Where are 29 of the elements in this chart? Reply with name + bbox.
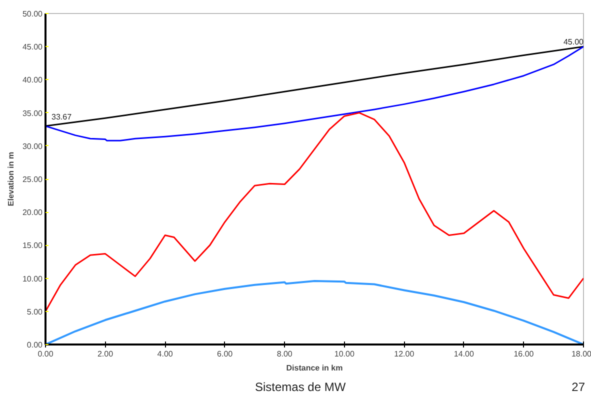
line-series bbox=[46, 46, 584, 142]
text: Sistemas de MW bbox=[255, 379, 346, 396]
y-tick-label: 45.00 bbox=[22, 42, 44, 52]
x-tick-label: 16.00 bbox=[514, 350, 534, 358]
x-tick-label: 12.00 bbox=[394, 350, 415, 358]
text: 27 bbox=[572, 379, 585, 396]
annotation: 45.00 bbox=[563, 38, 584, 47]
annotation: 33.67 bbox=[52, 112, 72, 122]
y-tick-label: 35.00 bbox=[22, 108, 44, 118]
y-tick-label: 10.00 bbox=[22, 274, 44, 284]
x-tick-label: 6.00 bbox=[217, 350, 234, 358]
y-tick-label: 5.00 bbox=[26, 307, 44, 316]
y-tick-label: 50.00 bbox=[22, 10, 44, 18]
y-tick-label: 30.00 bbox=[22, 142, 44, 151]
y-tick-label: 25.00 bbox=[22, 175, 44, 184]
x-axis-title: Distance in km bbox=[286, 364, 343, 372]
x-tick-label: 8.00 bbox=[276, 350, 293, 358]
x-tick-label: 4.00 bbox=[157, 350, 174, 358]
line-series bbox=[46, 112, 584, 312]
y-axis-title: Elevation in m bbox=[6, 152, 16, 206]
y-tick-label: 20.00 bbox=[22, 208, 44, 218]
x-tick-label: 2.00 bbox=[97, 350, 114, 358]
x-tick-label: 0.00 bbox=[38, 350, 54, 358]
y-tick-label: 40.00 bbox=[22, 76, 44, 85]
x-tick-label: 14.00 bbox=[454, 350, 475, 358]
x-tick-label: 10.00 bbox=[334, 350, 355, 358]
x-tick-label: 18.00 bbox=[571, 350, 591, 358]
y-tick-label: 0.00 bbox=[26, 340, 44, 350]
y-tick-label: 15.00 bbox=[22, 241, 44, 250]
